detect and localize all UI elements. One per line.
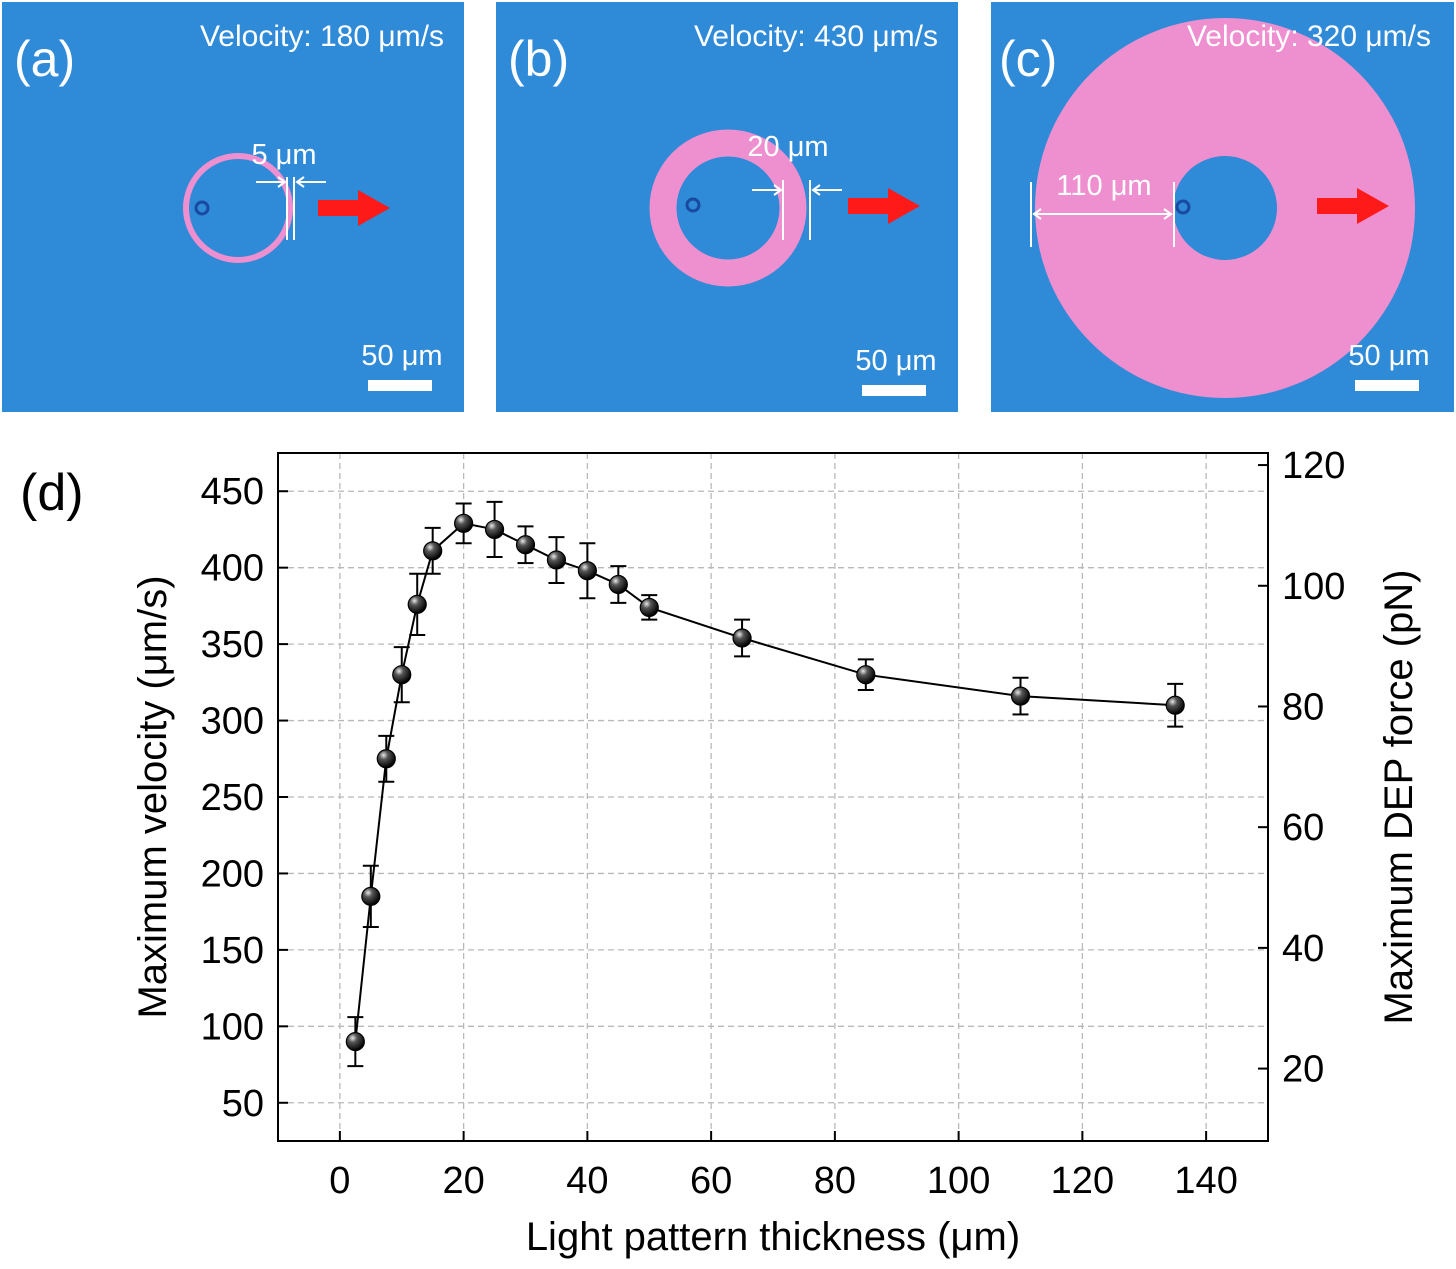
scale-bar-label: 50 μm bbox=[855, 345, 936, 377]
dark-center bbox=[1173, 156, 1277, 260]
data-point bbox=[608, 574, 628, 595]
thickness-label: 110 μm bbox=[1056, 170, 1151, 202]
panel-a: (a) Velocity: 180 μm/s 5 μm 50 μm bbox=[2, 2, 464, 412]
thickness-label: 5 μm bbox=[251, 139, 316, 171]
series bbox=[345, 500, 1185, 1068]
y-tick-label: 350 bbox=[201, 624, 264, 666]
y-tick-label: 150 bbox=[201, 930, 264, 972]
scale-bar bbox=[862, 385, 926, 396]
motion-arrow-icon bbox=[848, 188, 920, 224]
x-tick-label: 100 bbox=[927, 1160, 990, 1202]
y2-tick-label: 80 bbox=[1282, 686, 1324, 728]
velocity-label: Velocity: 320 μm/s bbox=[1187, 20, 1431, 53]
data-point bbox=[484, 519, 505, 540]
y-tick-label: 100 bbox=[201, 1006, 264, 1048]
y2-axis-label: Maximum DEP force (pN) bbox=[1377, 570, 1421, 1025]
light-ring bbox=[649, 129, 807, 287]
dimension-arrow-icon bbox=[811, 184, 842, 196]
dimension-arrow-icon bbox=[256, 176, 287, 188]
panel-label: (a) bbox=[14, 31, 75, 87]
panel-b: (b) Velocity: 430 μm/s 20 μm 50 μm bbox=[496, 2, 958, 412]
y2-tick-label: 60 bbox=[1282, 807, 1324, 849]
y-axis-label: Maximum velocity (μm/s) bbox=[131, 575, 175, 1018]
data-point bbox=[639, 597, 659, 618]
bead bbox=[685, 197, 701, 213]
dimension-arrow-icon bbox=[295, 176, 326, 188]
x-tick-label: 60 bbox=[690, 1160, 732, 1202]
y2-tick-label: 40 bbox=[1282, 928, 1324, 970]
x-tick-label: 80 bbox=[814, 1160, 856, 1202]
data-point bbox=[577, 561, 597, 581]
x-tick-label: 120 bbox=[1051, 1160, 1114, 1202]
scale-bar bbox=[368, 380, 432, 391]
data-point bbox=[1165, 695, 1185, 715]
velocity-label: Velocity: 430 μm/s bbox=[694, 20, 938, 53]
y2-tick-label: 100 bbox=[1282, 566, 1345, 608]
motion-arrow-icon bbox=[1317, 188, 1389, 224]
velocity-chart: 0 20 40 60 80 100 120 140 50 100 150 200 250 300 350 40… bbox=[20, 445, 1421, 1259]
velocity-label: Velocity: 180 μm/s bbox=[200, 20, 444, 53]
y-tick-label: 450 bbox=[201, 471, 264, 513]
data-point bbox=[361, 886, 381, 906]
y-tick-label: 300 bbox=[201, 701, 264, 743]
data-point bbox=[515, 535, 536, 555]
y2-tick-label: 20 bbox=[1282, 1049, 1324, 1091]
data-point bbox=[345, 1032, 365, 1052]
scale-bar-label: 50 μm bbox=[361, 340, 442, 372]
x-tick-label: 140 bbox=[1174, 1160, 1237, 1202]
data-point bbox=[407, 594, 427, 614]
panel-label: (c) bbox=[999, 31, 1057, 87]
scale-bar bbox=[1355, 380, 1419, 391]
y-tick-label: 250 bbox=[201, 777, 264, 819]
bead bbox=[194, 200, 210, 216]
panel-label: (b) bbox=[508, 31, 569, 87]
motion-arrow-icon bbox=[318, 190, 390, 226]
x-tick-label: 20 bbox=[442, 1160, 484, 1202]
data-point bbox=[546, 550, 567, 570]
dimension-arrow-icon bbox=[1032, 208, 1173, 220]
y-tick-label: 50 bbox=[222, 1083, 264, 1125]
y-tick-label: 400 bbox=[201, 548, 264, 590]
x-tick-label: 40 bbox=[566, 1160, 608, 1202]
data-point bbox=[376, 749, 396, 769]
data-point bbox=[454, 513, 474, 533]
data-point bbox=[856, 665, 876, 685]
thickness-label: 20 μm bbox=[747, 131, 828, 163]
ticks: 0 20 40 60 80 100 120 140 50 100 150 200 250 300 350 40… bbox=[201, 445, 1346, 1202]
x-tick-label: 0 bbox=[329, 1160, 350, 1202]
data-point bbox=[732, 628, 752, 648]
x-axis-label: Light pattern thickness (μm) bbox=[526, 1215, 1020, 1259]
scale-bar-label: 50 μm bbox=[1348, 340, 1429, 372]
chart-panel-label: (d) bbox=[20, 464, 84, 522]
dimension-arrow-icon bbox=[752, 184, 783, 196]
data-point bbox=[1010, 686, 1031, 706]
data-point bbox=[392, 665, 412, 685]
data-point bbox=[423, 541, 443, 561]
series-line bbox=[354, 522, 1176, 1042]
panel-c: (c) Velocity: 320 μm/s 110 μm 50 μm bbox=[991, 2, 1454, 412]
light-ring bbox=[183, 153, 293, 263]
y2-tick-label: 120 bbox=[1282, 445, 1345, 487]
y-tick-label: 200 bbox=[201, 853, 264, 895]
bead bbox=[1175, 199, 1191, 215]
